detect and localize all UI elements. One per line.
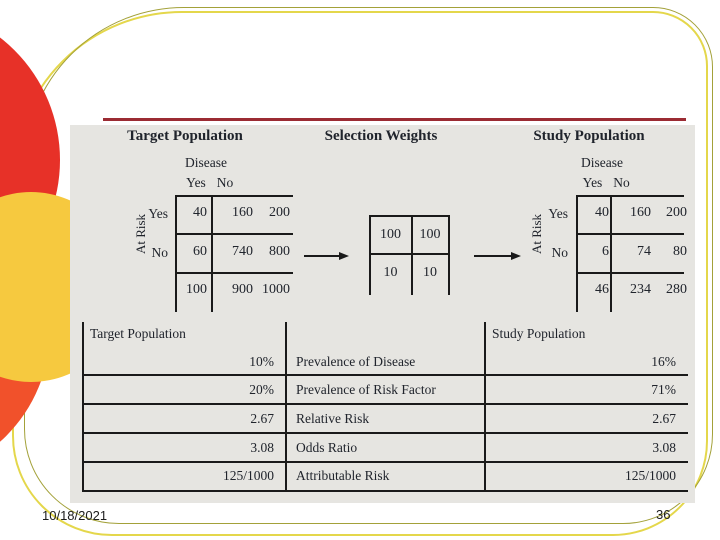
table-cell: 40 (193, 205, 207, 220)
grid-line (285, 322, 287, 491)
study-col-no: No (613, 175, 630, 190)
summary-study-value: 3.08 (652, 440, 676, 455)
table-cell: 740 (232, 244, 253, 259)
study-row-yes: Yes (548, 206, 568, 221)
accent-rule (103, 118, 686, 121)
table-cell: 234 (630, 282, 651, 297)
grid-line (369, 253, 449, 255)
weight-cell: 100 (419, 227, 441, 242)
page-number: 36 (656, 507, 671, 522)
target-row-yes: Yes (148, 206, 168, 221)
flow-arrow-icon (474, 255, 512, 257)
grid-line (82, 322, 84, 491)
table-cell: 100 (186, 282, 207, 297)
grid-line (175, 195, 293, 197)
grid-line (576, 195, 684, 197)
table-cell: 6 (602, 244, 609, 259)
study-row-no: No (551, 245, 569, 260)
study-disease-label: Disease (581, 155, 623, 170)
table-cell: 40 (595, 205, 609, 220)
grid-line (448, 215, 450, 295)
table-cell: 60 (193, 244, 207, 259)
table-cell: 200 (666, 205, 687, 220)
table-cell: 1000 (262, 282, 290, 297)
flow-arrow-head-icon (511, 251, 521, 260)
table-cell: 200 (269, 205, 290, 220)
summary-target-value: 20% (249, 382, 274, 397)
summary-measure-label: Prevalence of Risk Factor (296, 382, 436, 397)
target-col-yes: Yes (186, 175, 206, 190)
grid-line (82, 374, 688, 376)
table-cell: 900 (232, 282, 253, 297)
summary-study-value: 71% (651, 382, 676, 397)
grid-line (175, 195, 177, 312)
summary-right-header: Study Population (492, 326, 586, 341)
grid-line (211, 195, 213, 312)
grid-line (576, 233, 684, 235)
summary-study-value: 16% (651, 354, 676, 369)
table-cell: 800 (269, 244, 290, 259)
grid-line (82, 432, 688, 434)
summary-study-value: 125/1000 (624, 468, 676, 483)
weight-cell: 10 (383, 265, 398, 280)
summary-target-value: 125/1000 (222, 468, 274, 483)
summary-measure-label: Prevalence of Disease (296, 354, 416, 369)
study-col-yes: Yes (582, 175, 603, 190)
summary-target-value: 2.67 (250, 411, 274, 426)
footer-date: 10/18/2021 (42, 508, 108, 523)
grid-line (411, 215, 413, 295)
summary-measure-label: Relative Risk (296, 411, 370, 426)
grid-line (576, 272, 684, 274)
summary-target-value: 3.08 (250, 440, 274, 455)
study-population-title: Study Population (533, 128, 645, 144)
summary-target-value: 10% (249, 354, 274, 369)
grid-line (82, 403, 688, 405)
selection-weights-title: Selection Weights (324, 128, 438, 144)
grid-line (576, 195, 578, 312)
target-population-title: Target Population (127, 128, 243, 144)
grid-line (82, 461, 688, 463)
table-cell: 80 (673, 244, 687, 259)
target-disease-label: Disease (185, 155, 227, 170)
summary-study-value: 2.67 (652, 411, 676, 426)
weight-cell: 10 (423, 265, 437, 280)
figure-panel (70, 125, 695, 503)
grid-line (610, 195, 612, 312)
weight-cell: 100 (380, 227, 401, 242)
summary-left-header: Target Population (90, 326, 186, 341)
table-cell: 74 (637, 244, 651, 259)
grid-line (369, 215, 371, 295)
grid-line (175, 233, 293, 235)
table-cell: 160 (630, 205, 651, 220)
summary-measure-label: Attributable Risk (296, 468, 390, 483)
grid-line (484, 322, 486, 491)
table-cell: 280 (666, 282, 687, 297)
table-cell: 160 (232, 205, 253, 220)
flow-arrow-icon (304, 255, 340, 257)
grid-line (82, 490, 688, 492)
table-cell: 46 (595, 282, 609, 297)
grid-line (175, 272, 293, 274)
flow-arrow-head-icon (339, 251, 349, 260)
target-col-no: No (216, 175, 234, 190)
summary-measure-label: Odds Ratio (296, 440, 358, 455)
target-row-no: No (151, 245, 169, 260)
grid-line (369, 215, 449, 217)
